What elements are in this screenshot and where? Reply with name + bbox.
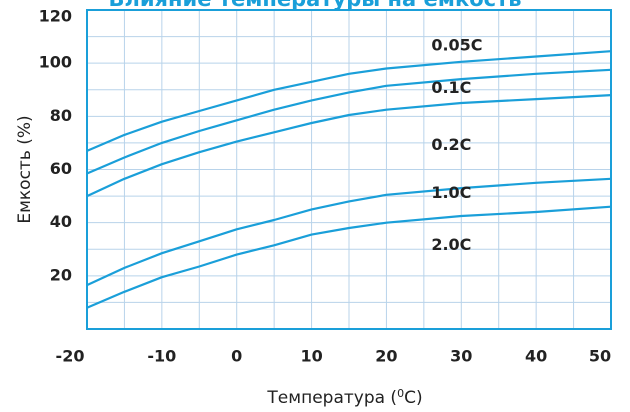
series-label-0-2c: 0.2C: [431, 135, 471, 154]
y-tick-label: 40: [50, 212, 72, 231]
series-label-2-0c: 2.0C: [431, 235, 471, 254]
x-tick-label: 50: [589, 347, 611, 366]
x-axis-ticks: -20 -10 0 10 20 30 40 50: [56, 347, 612, 366]
chart-title: Влияние температуры на емкость: [108, 0, 521, 11]
series-line-0-1c: [86, 68, 612, 175]
x-axis-label-end: C): [404, 388, 423, 408]
series-label-1-0c: 1.0C: [431, 183, 471, 202]
series-lines: [86, 50, 612, 309]
y-axis-ticks: 20 40 60 80 100 120: [39, 7, 72, 285]
x-tick-label: 20: [375, 347, 397, 366]
series-line-0-05c: [86, 50, 612, 152]
x-axis-label: Температура (0C): [266, 387, 422, 409]
series-line-2-0c: [86, 205, 612, 309]
series-label-0-1c: 0.1C: [431, 78, 471, 97]
series-label-0-05c: 0.05C: [431, 35, 482, 54]
x-tick-label: -10: [147, 347, 176, 366]
x-tick-label: 30: [450, 347, 472, 366]
series-line-1-0c: [86, 177, 612, 287]
x-tick-label: 40: [525, 347, 547, 366]
plot-frame: [86, 9, 612, 330]
series-labels: 0.05C 0.1C 0.2C 1.0C 2.0C: [431, 35, 482, 253]
y-tick-label: 60: [50, 159, 72, 178]
y-axis-label: Емкость (%): [15, 115, 35, 223]
x-axis-label-superscript: 0: [397, 387, 404, 400]
x-tick-label: -20: [56, 347, 85, 366]
x-tick-label: 0: [231, 347, 242, 366]
x-tick-label: 10: [300, 347, 322, 366]
y-tick-label: 80: [50, 106, 72, 125]
x-axis-label-main: Температура (: [266, 388, 397, 408]
grid-lines: [87, 10, 611, 329]
y-tick-label: 20: [50, 265, 72, 284]
series-line-0-2c: [86, 94, 612, 198]
y-tick-label: 120: [39, 7, 72, 26]
y-tick-label: 100: [39, 53, 72, 72]
